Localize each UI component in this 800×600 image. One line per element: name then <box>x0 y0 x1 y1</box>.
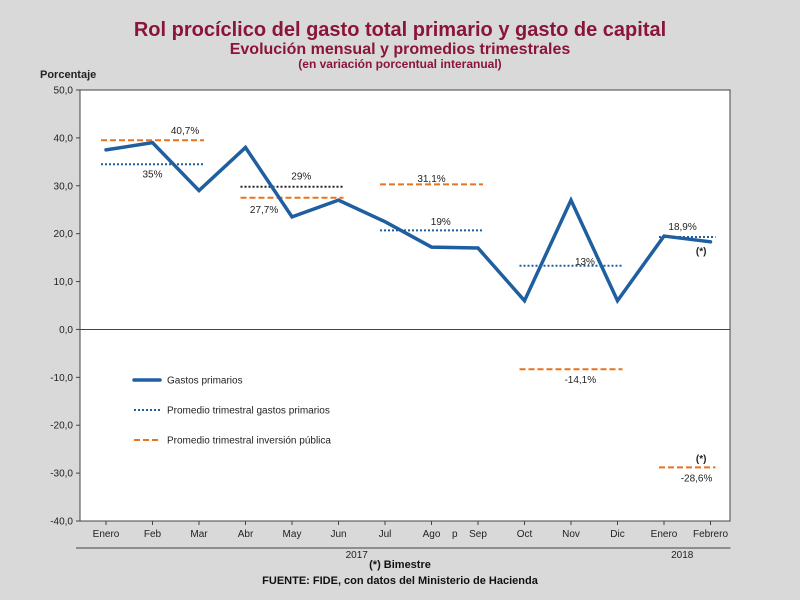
segment-data-label: 27,7% <box>250 205 278 216</box>
series-point <box>524 300 525 302</box>
series-point <box>477 247 479 249</box>
x-tick-label: Nov <box>562 529 580 540</box>
series-point <box>152 142 153 144</box>
series-point <box>338 199 339 201</box>
segment-data-label: 18,9% <box>668 222 696 233</box>
primary-spending-line <box>104 140 713 305</box>
x-tick-label: Mar <box>190 529 208 540</box>
y-tick-label: 20,0 <box>54 229 74 240</box>
y-axis-label: Porcentaje <box>40 69 96 81</box>
source-note: FUENTE: FIDE, con datos del Ministerio d… <box>262 575 539 587</box>
segment-data-label: -28,6% <box>681 473 713 484</box>
data-labels: 35% 29% 19% 13% 18,9% 40,7% 27,7% 31,1% -14,1% -2… <box>142 126 712 484</box>
bimestre-annotation: (*) <box>696 246 707 257</box>
series-point <box>245 146 246 148</box>
segment-data-label: 13% <box>575 257 595 268</box>
series-point <box>710 241 711 243</box>
series-line <box>104 140 713 305</box>
legend-label: Gastos primarios <box>167 376 243 387</box>
segment-data-label: 35% <box>142 169 162 180</box>
y-tick-label: -40,0 <box>50 517 73 528</box>
segment-data-label: -14,1% <box>564 375 596 386</box>
x-tick-label: Sep <box>469 529 487 540</box>
series-point <box>105 149 107 151</box>
plot-area <box>79 89 731 522</box>
x-tick-label: Dic <box>610 529 624 540</box>
series-point <box>617 300 618 302</box>
y-tick-label: 50,0 <box>54 86 74 97</box>
bimestre-annotation: (*) <box>696 454 707 465</box>
y-axis-ticks: 50,0 40,0 30,0 20,0 10,0 0,0 -10,0 -20,0 -30,0 -4… <box>50 86 730 528</box>
y-tick-label: 0,0 <box>59 325 73 336</box>
chart-subtitle-2: (en variación porcentual interanual) <box>298 57 501 71</box>
x-tick-label: Enero <box>93 529 120 540</box>
x-tick-label: May <box>283 529 302 540</box>
x-extra-tick-label: p <box>452 529 458 540</box>
series-point <box>291 216 293 218</box>
series-point <box>663 235 665 237</box>
x-tick-label: Jun <box>330 529 346 540</box>
y-tick-label: -10,0 <box>50 373 73 384</box>
y-tick-label: -30,0 <box>50 469 73 480</box>
x-tick-label: Febrero <box>693 529 728 540</box>
series-point <box>384 221 386 223</box>
y-tick-label: -20,0 <box>50 421 73 432</box>
x-tick-label: Abr <box>238 529 254 540</box>
segment-data-label: 19% <box>431 217 451 228</box>
series-point <box>431 246 432 248</box>
x-tick-label: Oct <box>517 529 533 540</box>
x-tick-label: Enero <box>651 529 678 540</box>
year-groups: 2017 2018 <box>76 547 731 561</box>
footnote: (*) Bimestre <box>369 559 431 571</box>
year-group-label: 2018 <box>671 550 694 561</box>
x-axis-ticks: Enero Feb Mar Abr May Jun Jul Ago Sep Oct Nov Dic En… <box>93 521 728 540</box>
x-tick-label: Ago <box>423 529 441 540</box>
chart-subtitle: Evolución mensual y promedios trimestral… <box>230 41 571 58</box>
legend: Gastos primarios Promedio trimestral gast… <box>132 376 331 447</box>
year-group-label: 2017 <box>346 550 369 561</box>
segment-data-label: 40,7% <box>171 126 199 137</box>
quarterly-averages <box>101 139 716 469</box>
y-tick-label: 30,0 <box>54 181 74 192</box>
y-tick-label: 40,0 <box>54 133 74 144</box>
x-tick-label: Jul <box>379 529 392 540</box>
x-tick-label: Feb <box>144 529 162 540</box>
y-tick-label: 10,0 <box>54 277 74 288</box>
chart-title: Rol procíclico del gasto total primario … <box>134 19 666 41</box>
legend-label: Promedio trimestral gastos primarios <box>167 406 330 417</box>
legend-label: Promedio trimestral inversión pública <box>167 436 331 447</box>
series-point <box>198 190 200 192</box>
segment-data-label: 29% <box>291 172 311 183</box>
segment-data-label: 31,1% <box>417 174 445 185</box>
series-point <box>570 199 572 201</box>
